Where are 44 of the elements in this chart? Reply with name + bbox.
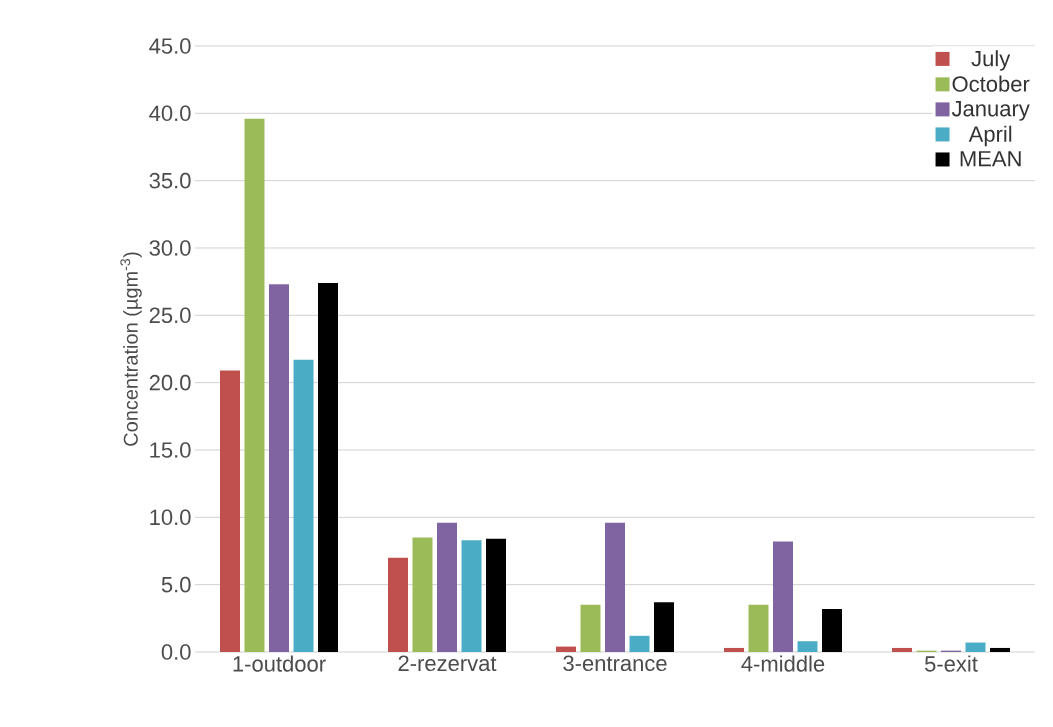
y-tick-label: 20.0 — [149, 374, 191, 391]
bar — [629, 635, 650, 652]
bar — [654, 602, 674, 652]
bar — [580, 604, 601, 652]
bar — [437, 522, 457, 652]
y-tick-label: 15.0 — [150, 442, 191, 458]
bar — [990, 647, 1010, 652]
y-tick-label: 35.0 — [149, 172, 191, 189]
y-axis-title: Concentration (µgm$^{-3}$) — [120, 252, 142, 446]
bar — [244, 118, 265, 652]
legend-label: October — [952, 75, 1030, 92]
legend-label: MEAN — [960, 151, 1021, 167]
legend-label: January — [951, 101, 1030, 121]
bar — [892, 647, 912, 652]
bar — [269, 284, 289, 652]
bar — [773, 541, 793, 652]
legend-label: July — [971, 50, 1011, 71]
bar — [318, 283, 338, 652]
bar — [748, 604, 769, 652]
x-tick-label: 4-middle — [741, 655, 825, 672]
bar — [822, 608, 842, 652]
y-tick-label: 40.0 — [149, 105, 191, 122]
bar — [461, 540, 482, 652]
x-tick-label: 1-outdoor — [233, 655, 326, 672]
bar — [220, 370, 240, 652]
bar — [293, 359, 314, 652]
bar — [486, 538, 506, 652]
y-tick-label: 0.0 — [161, 644, 191, 660]
y-tick-label: 25.0 — [149, 307, 191, 324]
x-tick-label: 2-rezervat — [398, 655, 497, 672]
y-tick-label: 30.0 — [149, 240, 191, 256]
bar — [797, 641, 818, 652]
bar — [965, 642, 986, 652]
x-tick-label: 3-entrance — [563, 655, 667, 672]
y-tick-label: 5.0 — [161, 576, 191, 593]
y-tick-label: 10.0 — [150, 509, 191, 526]
x-tick-label: 5-exit — [924, 655, 978, 672]
bar — [412, 537, 433, 652]
bar — [556, 646, 576, 652]
bar — [724, 647, 744, 652]
y-tick-label: 45.0 — [149, 38, 191, 54]
legend-label: April — [968, 125, 1012, 147]
bar — [605, 522, 625, 652]
bar — [388, 557, 408, 652]
